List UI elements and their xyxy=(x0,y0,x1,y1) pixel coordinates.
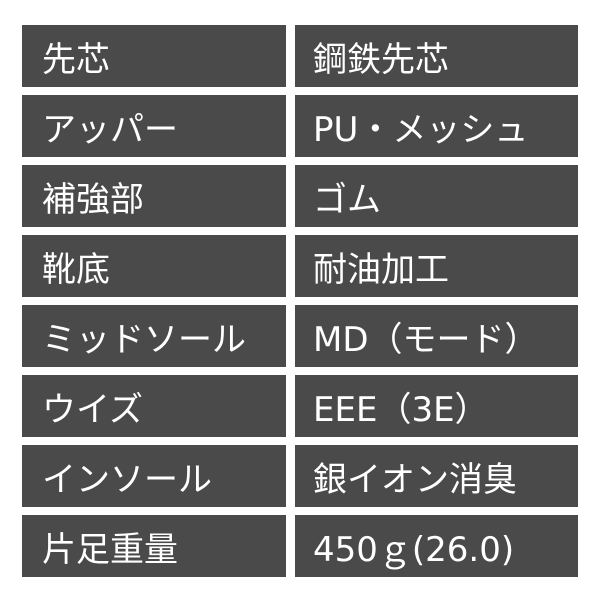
spec-value: 450ｇ(26.0) xyxy=(295,515,578,577)
spec-label: アッパー xyxy=(22,95,286,157)
spec-row: ミッドソール MD（モード） xyxy=(22,305,578,367)
spec-table: 先芯 鋼鉄先芯 アッパー PU・メッシュ 補強部 ゴム 靴底 耐油加工 ミッドソール MD（モード… xyxy=(22,25,578,585)
spec-row: アッパー PU・メッシュ xyxy=(22,95,578,157)
spec-row: 先芯 鋼鉄先芯 xyxy=(22,25,578,87)
spec-label: インソール xyxy=(22,445,286,507)
spec-label: 靴底 xyxy=(22,235,286,297)
spec-value: ゴム xyxy=(295,165,578,227)
spec-row: 補強部 ゴム xyxy=(22,165,578,227)
spec-label: 片足重量 xyxy=(22,515,286,577)
spec-value: 鋼鉄先芯 xyxy=(295,25,578,87)
spec-label: 補強部 xyxy=(22,165,286,227)
spec-value: 耐油加工 xyxy=(295,235,578,297)
spec-value: EEE（3E） xyxy=(295,375,578,437)
spec-row: 靴底 耐油加工 xyxy=(22,235,578,297)
spec-value: PU・メッシュ xyxy=(295,95,578,157)
spec-label: ミッドソール xyxy=(22,305,286,367)
spec-row: 片足重量 450ｇ(26.0) xyxy=(22,515,578,577)
spec-value: MD（モード） xyxy=(295,305,578,367)
spec-label: ウイズ xyxy=(22,375,286,437)
spec-row: ウイズ EEE（3E） xyxy=(22,375,578,437)
spec-row: インソール 銀イオン消臭 xyxy=(22,445,578,507)
spec-value: 銀イオン消臭 xyxy=(295,445,578,507)
spec-label: 先芯 xyxy=(22,25,286,87)
